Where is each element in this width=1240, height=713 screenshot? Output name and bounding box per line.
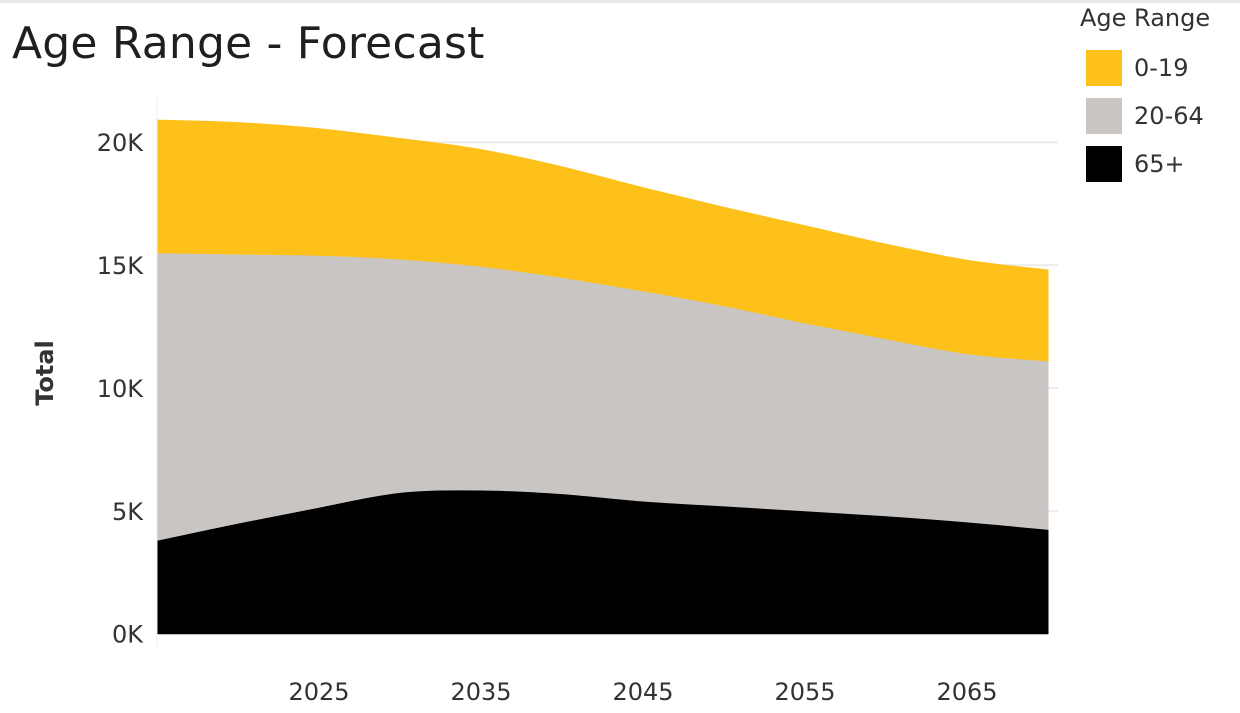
x-tick-label: 2055 <box>774 678 835 706</box>
legend-label-0-19: 0-19 <box>1134 54 1189 82</box>
legend-item-65-plus[interactable]: 65+ <box>1080 140 1210 188</box>
top-rule <box>0 0 1240 3</box>
legend-swatch-65-plus <box>1086 146 1122 182</box>
legend-item-20-64[interactable]: 20-64 <box>1080 92 1210 140</box>
legend-swatch-20-64 <box>1086 98 1122 134</box>
y-axis-title: Total <box>31 340 59 406</box>
stacked-areas[interactable] <box>156 119 1049 635</box>
y-tick-label: 10K <box>97 375 145 403</box>
x-tick-label: 2045 <box>612 678 673 706</box>
y-tick-label: 20K <box>97 129 145 157</box>
y-tick-label: 5K <box>112 498 144 526</box>
chart-title: Age Range - Forecast <box>12 18 485 69</box>
axes: 0K 5K 10K 15K 20K 2025 2035 2045 2055 2065 <box>97 98 998 706</box>
legend-label-65-plus: 65+ <box>1134 150 1185 178</box>
legend-item-0-19[interactable]: 0-19 <box>1080 44 1210 92</box>
y-tick-label: 15K <box>97 252 145 280</box>
x-tick-label: 2035 <box>450 678 511 706</box>
legend-swatch-0-19 <box>1086 50 1122 86</box>
y-tick-label: 0K <box>112 621 144 649</box>
x-tick-label: 2025 <box>288 678 349 706</box>
legend-title: Age Range <box>1080 4 1211 32</box>
x-tick-label: 2065 <box>936 678 997 706</box>
legend[interactable]: Age Range 0-19 20-64 65+ <box>1080 4 1210 188</box>
area-series-0-19[interactable] <box>156 119 1049 362</box>
legend-label-20-64: 20-64 <box>1134 102 1204 130</box>
